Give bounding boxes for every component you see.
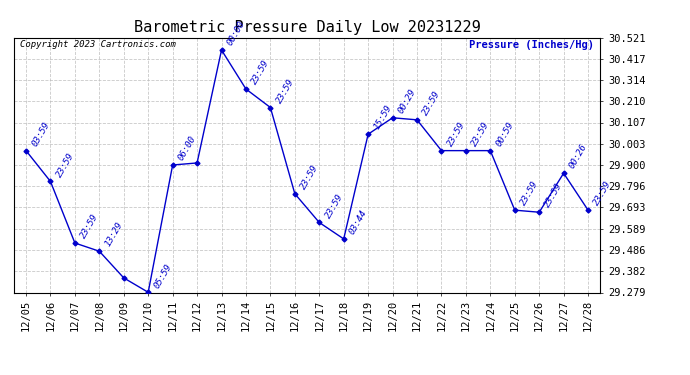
Text: 05:59: 05:59 (152, 262, 174, 290)
Text: 23:59: 23:59 (543, 182, 564, 210)
Text: Pressure (Inches/Hg): Pressure (Inches/Hg) (469, 40, 594, 50)
Text: 23:59: 23:59 (79, 213, 100, 240)
Text: 00:26: 00:26 (568, 142, 589, 170)
Text: 23:59: 23:59 (324, 192, 345, 220)
Text: 03:44: 03:44 (348, 209, 369, 236)
Text: 00:59: 00:59 (495, 120, 515, 148)
Text: 23:59: 23:59 (470, 120, 491, 148)
Text: 23:59: 23:59 (519, 180, 540, 207)
Title: Barometric Pressure Daily Low 20231229: Barometric Pressure Daily Low 20231229 (134, 20, 480, 35)
Text: 23:59: 23:59 (421, 89, 442, 117)
Text: 06:00: 06:00 (177, 135, 198, 162)
Text: Copyright 2023 Cartronics.com: Copyright 2023 Cartronics.com (19, 40, 175, 49)
Text: 23:59: 23:59 (592, 180, 613, 207)
Text: 23:59: 23:59 (275, 77, 296, 105)
Text: 13:29: 13:29 (104, 220, 125, 249)
Text: 23:59: 23:59 (55, 151, 76, 178)
Text: 15:59: 15:59 (373, 104, 393, 131)
Text: 23:59: 23:59 (446, 120, 467, 148)
Text: 00:00: 00:00 (226, 20, 247, 47)
Text: 23:59: 23:59 (250, 58, 271, 86)
Text: 00:29: 00:29 (397, 87, 418, 115)
Text: 23:59: 23:59 (299, 163, 320, 191)
Text: 03:59: 03:59 (30, 120, 52, 148)
